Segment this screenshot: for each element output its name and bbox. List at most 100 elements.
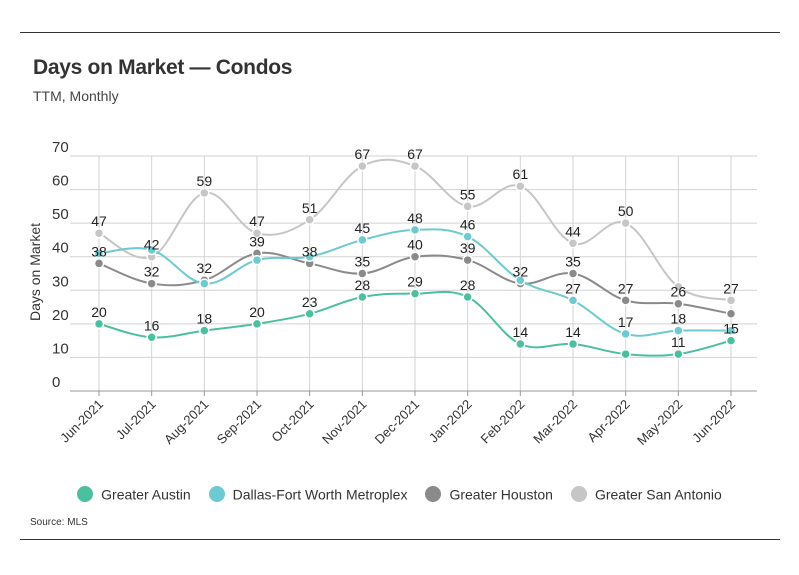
data-label: 32 [197, 260, 213, 276]
legend-swatch [570, 485, 587, 502]
data-point [199, 278, 210, 289]
data-point [93, 318, 105, 330]
x-tick-label: Aug-2021 [161, 397, 211, 447]
data-label: 32 [513, 264, 529, 280]
data-point [620, 217, 631, 229]
data-point [567, 238, 579, 249]
legend-swatch [208, 485, 225, 502]
data-point [357, 160, 368, 172]
data-point [673, 348, 684, 360]
data-point [357, 234, 368, 246]
data-point [357, 268, 368, 279]
x-tick-label: Nov-2021 [319, 397, 369, 447]
data-point [199, 325, 210, 336]
data-point [462, 291, 473, 303]
data-label: 20 [91, 304, 107, 320]
data-point [620, 348, 631, 360]
legend-item-0: Greater Austin [77, 485, 191, 502]
data-label: 39 [460, 240, 476, 256]
y-tick-label: 60 [52, 173, 69, 190]
data-label: 48 [407, 210, 423, 226]
data-label: 55 [460, 186, 476, 202]
data-point [146, 278, 157, 289]
data-point [146, 332, 157, 343]
x-tick-label: Sep-2021 [214, 397, 264, 447]
data-label: 18 [197, 311, 213, 327]
data-label: 42 [144, 237, 160, 253]
data-point [251, 318, 263, 330]
data-label: 40 [407, 237, 423, 253]
x-tick-label: Dec-2021 [372, 397, 422, 447]
data-label: 47 [249, 213, 265, 229]
data-point [673, 325, 684, 336]
x-tick-label: Jan-2022 [426, 397, 475, 446]
data-label: 47 [91, 213, 107, 229]
data-label: 29 [407, 274, 423, 290]
data-label: 27 [723, 280, 739, 296]
data-label: 45 [355, 220, 371, 236]
x-axis: Jun-2021 Jul-2021 Aug-2021 Sep-2021 Oct-2021… [57, 391, 738, 448]
data-label: 32 [144, 264, 160, 280]
data-point [199, 187, 210, 199]
data-point [567, 268, 579, 279]
legend-item-1: Dallas-Fort Worth Metroplex [208, 485, 408, 502]
y-tick-label: 70 [52, 139, 69, 156]
y-tick-label: 10 [52, 340, 69, 357]
x-tick-label: Feb-2022 [477, 397, 527, 447]
legend-label: Greater Houston [449, 485, 553, 502]
data-point [725, 325, 737, 336]
data-point [462, 231, 473, 242]
bottom-rule [20, 539, 780, 540]
data-point [93, 258, 105, 269]
data-point [620, 328, 631, 340]
data-point [251, 227, 263, 239]
data-label: 51 [302, 200, 318, 216]
data-label: 67 [355, 146, 371, 162]
data-point [567, 338, 579, 350]
x-tick-label: Apr-2022 [584, 397, 632, 445]
x-tick-label: Mar-2022 [530, 397, 580, 447]
y-tick-label: 40 [52, 240, 69, 257]
data-label: 26 [671, 284, 687, 300]
data-label: 28 [355, 277, 371, 293]
data-label: 18 [671, 311, 687, 327]
data-label: 67 [407, 146, 423, 162]
x-tick-label: Jun-2022 [689, 397, 738, 446]
data-label: 46 [460, 217, 476, 233]
legend-swatch [77, 485, 94, 502]
legend-item-3: Greater San Antonio [570, 485, 722, 502]
data-label: 50 [618, 203, 634, 219]
data-label: 16 [144, 317, 160, 333]
data-label: 38 [91, 243, 107, 259]
data-point [515, 338, 526, 350]
data-label: 15 [723, 321, 739, 337]
legend-item-2: Greater Houston [425, 485, 553, 502]
x-tick-label: Oct-2021 [268, 397, 316, 445]
y-tick-label: 20 [52, 307, 69, 324]
data-point [357, 291, 368, 303]
data-label: 14 [513, 324, 529, 340]
data-point [462, 201, 473, 212]
data-point [251, 254, 263, 266]
legend-label: Dallas-Fort Worth Metroplex [232, 485, 408, 502]
legend-swatch [425, 485, 442, 502]
data-point [725, 308, 737, 320]
data-label: 11 [671, 334, 686, 350]
data-label: 27 [565, 280, 581, 296]
data-point [93, 248, 105, 259]
data-point [567, 295, 579, 306]
chart-area: 0 10 20 30 40 50 60 70 Jun-2021 Jul-2021 Aug-2021… [27, 139, 757, 448]
data-point [146, 244, 157, 256]
data-label: 17 [618, 314, 634, 330]
data-point [304, 251, 315, 262]
data-label: 14 [565, 324, 581, 340]
data-label: 23 [302, 294, 318, 310]
data-point [409, 251, 421, 262]
data-point [304, 308, 315, 320]
data-label: 39 [249, 233, 265, 249]
data-point [620, 295, 631, 306]
data-point [409, 160, 421, 172]
data-point [673, 281, 684, 293]
data-point [409, 288, 421, 299]
data-point [304, 214, 315, 226]
